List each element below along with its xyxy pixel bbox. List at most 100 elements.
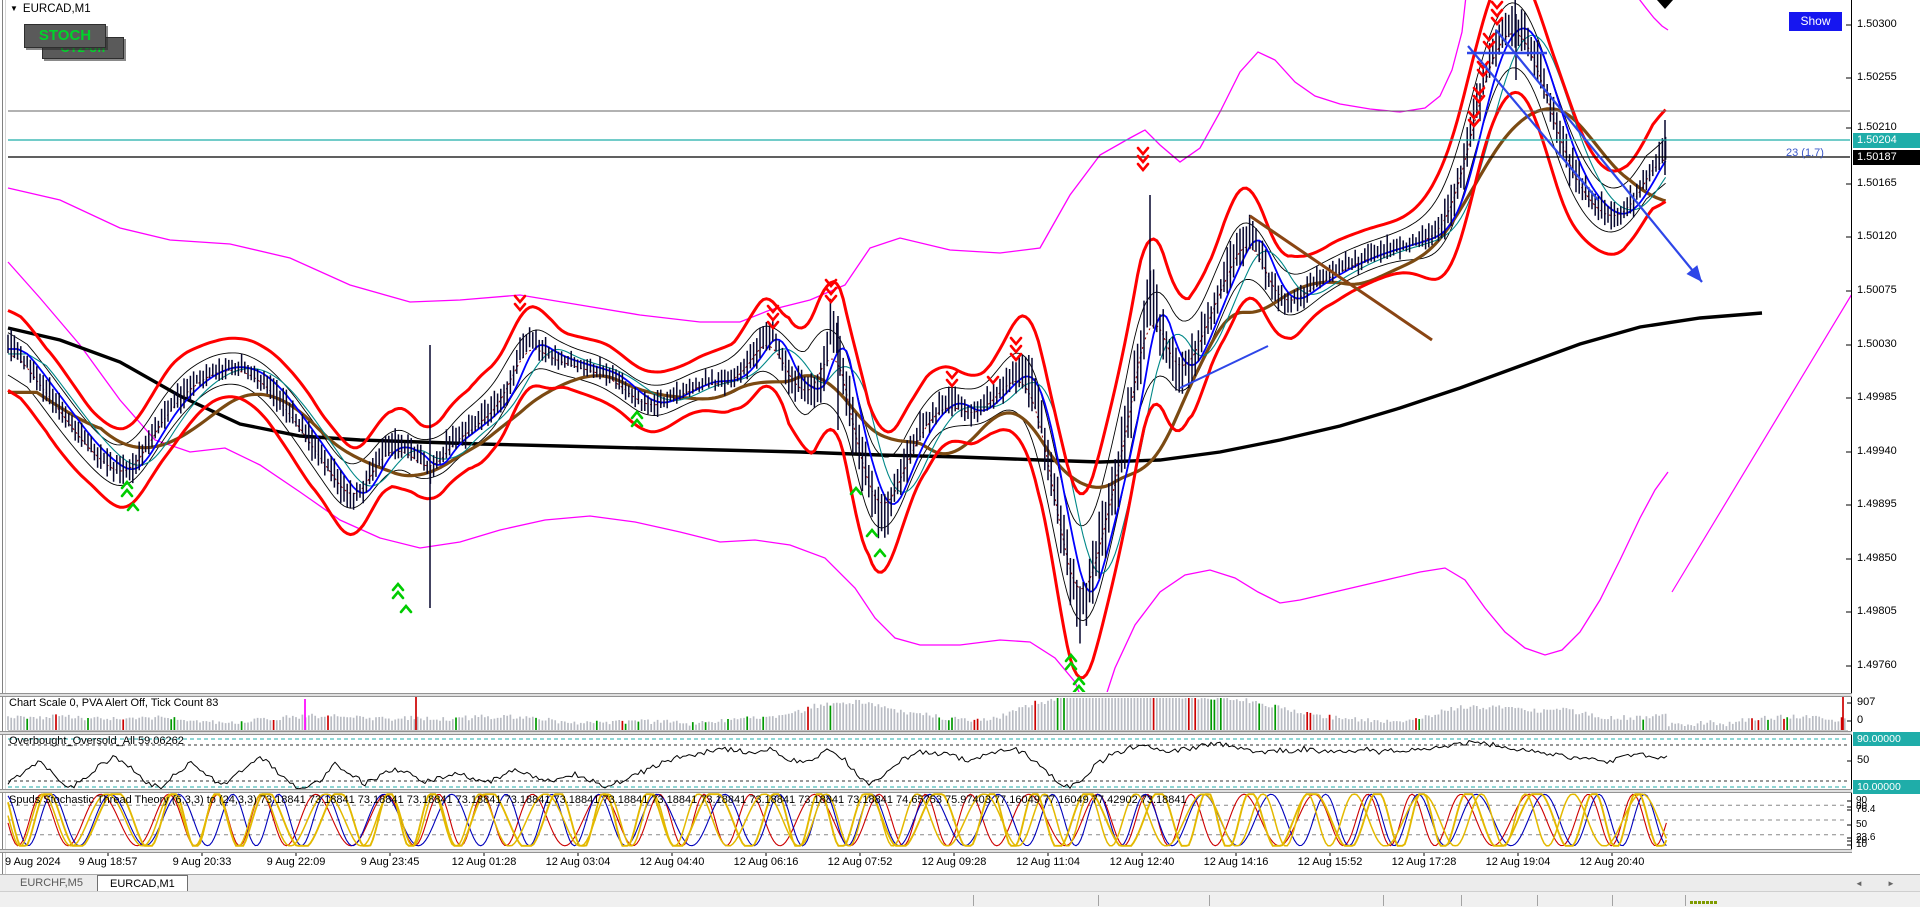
blue-arrowhead-icon	[1686, 265, 1702, 282]
status-bar	[0, 891, 1920, 907]
blue-arrow-trendline[interactable]	[1495, 29, 1703, 283]
up-arrow-signal	[1064, 652, 1078, 671]
price-axis-label: 1.49760	[1857, 659, 1897, 671]
volume-panel-layer	[7, 696, 1848, 731]
stoch-axis-label: 20	[1856, 835, 1868, 846]
candles	[7, 0, 1667, 644]
obos-panel-layer	[7, 738, 1848, 789]
blue-rising-trendline[interactable]	[1179, 345, 1269, 389]
obos-level-box: 10.00000	[1853, 780, 1920, 794]
panel-separator-4[interactable]	[0, 849, 1852, 853]
time-axis-label: 12 Aug 15:52	[1297, 856, 1363, 868]
time-axis-label: 12 Aug 03:04	[545, 856, 611, 868]
down-arrow-signal	[1467, 110, 1481, 129]
down-arrow-signal	[1476, 60, 1490, 79]
down-arrow-signal	[945, 370, 959, 389]
time-axis-label: 12 Aug 06:16	[733, 856, 799, 868]
tab-eurchf-m5[interactable]: EURCHF,M5	[20, 877, 83, 889]
price-axis-label: 1.49805	[1857, 605, 1897, 617]
brown-trendline[interactable]	[1249, 214, 1433, 342]
window-left-border	[2, 0, 3, 907]
price-axis-label: 1.49850	[1857, 552, 1897, 564]
magenta-trendline[interactable]	[1671, 284, 1858, 593]
time-axis-label: 9 Aug 22:09	[266, 856, 326, 868]
up-arrow-signal	[391, 581, 405, 600]
time-axis-label: 12 Aug 09:28	[921, 856, 987, 868]
stoch-axis-label: 10	[1856, 839, 1868, 850]
time-axis-label: 9 Aug 23:45	[360, 856, 420, 868]
trade-annotation: 23 (1.7)	[1786, 147, 1824, 159]
down-arrow-signal	[1009, 336, 1023, 363]
time-axis-label: 12 Aug 19:04	[1485, 856, 1551, 868]
status-grip-dash	[1710, 901, 1713, 904]
status-bar-separator	[1612, 895, 1613, 906]
price-axis-label: 1.50030	[1857, 338, 1897, 350]
tab-eurcad-m1[interactable]: EURCAD,M1	[97, 875, 188, 893]
bid-price-box: 1.50204	[1853, 132, 1920, 148]
status-grip-dash	[1690, 901, 1693, 904]
panel-separator-2[interactable]	[0, 731, 1852, 735]
up-arrow-signal	[849, 485, 863, 496]
price-axis-label: 1.49940	[1857, 445, 1897, 457]
chart-symbol-label: ▼ EURCAD,M1	[10, 3, 91, 15]
stoch-axis-label: 50	[1856, 819, 1868, 830]
up-arrow-signal	[630, 409, 644, 428]
status-bar-separator	[1383, 895, 1384, 906]
status-bar-separator	[973, 895, 974, 906]
time-axis-label: 12 Aug 11:04	[1015, 856, 1081, 868]
status-bar-separator	[1461, 895, 1462, 906]
down-arrow-signal	[513, 294, 527, 313]
up-arrow-signal	[865, 527, 879, 538]
obos-panel-label: Overbought_Oversold_All 59.06262	[9, 735, 184, 747]
status-bar-separator	[1537, 895, 1538, 906]
down-arrow-signal	[1472, 86, 1486, 105]
stoch-panel-layer	[7, 793, 1848, 847]
time-axis-label: 12 Aug 20:40	[1579, 856, 1645, 868]
up-arrow-signal	[1072, 675, 1086, 692]
time-axis-label: 12 Aug 12:40	[1109, 856, 1175, 868]
status-grip-dash	[1706, 901, 1709, 904]
window-left-border-inner	[5, 0, 6, 907]
down-arrow-signal	[986, 375, 1000, 386]
tab-scroll-right-button[interactable]: ►	[1887, 879, 1895, 888]
status-grip-dash	[1698, 901, 1701, 904]
price-axis-label: 1.50210	[1857, 121, 1897, 133]
stoch-toggle-button[interactable]: STOCH	[24, 24, 106, 48]
volume-axis-label: 0	[1857, 714, 1864, 726]
obos-axis-label: 50	[1857, 754, 1870, 766]
time-axis-label: 12 Aug 14:16	[1203, 856, 1269, 868]
price-axis-separator	[1851, 0, 1852, 852]
volume-axis-label: 907	[1857, 696, 1876, 708]
time-axis-label: 9 Aug 20:33	[172, 856, 232, 868]
panel-separator-1[interactable]	[0, 693, 1852, 697]
price-axis-label: 1.49895	[1857, 498, 1897, 510]
down-arrow-signal	[824, 278, 838, 305]
price-axis-label: 1.49985	[1857, 391, 1897, 403]
time-axis-label: 12 Aug 07:52	[827, 856, 893, 868]
up-arrow-signal	[399, 603, 413, 614]
last-price-box: 1.50187	[1853, 149, 1920, 165]
panel-separator-3[interactable]	[0, 789, 1852, 793]
volume-panel-label: Chart Scale 0, PVA Alert Off, Tick Count…	[9, 697, 219, 709]
time-axis-label: 12 Aug 01:28	[451, 856, 517, 868]
price-axis-label: 1.50120	[1857, 230, 1897, 242]
down-arrow-signal	[766, 304, 780, 331]
show-button[interactable]: Show	[1789, 12, 1842, 31]
up-arrow-signal	[873, 547, 887, 558]
status-bar-separator	[1685, 895, 1686, 906]
status-grip-dash	[1714, 901, 1717, 904]
tab-scroll-left-button[interactable]: ◄	[1855, 879, 1863, 888]
time-axis-label: 12 Aug 17:28	[1391, 856, 1457, 868]
price-axis-label: 1.50255	[1857, 71, 1897, 83]
stoch-axis-label: 90	[1856, 795, 1868, 806]
price-axis-label: 1.50165	[1857, 177, 1897, 189]
status-grip-dash	[1694, 901, 1697, 904]
status-grip-dash	[1702, 901, 1705, 904]
time-axis-label: 12 Aug 04:40	[639, 856, 705, 868]
down-triangle-marker-icon	[1657, 0, 1673, 9]
time-axis-label: 9 Aug 2024	[5, 856, 61, 868]
blue-trendline[interactable]	[1467, 45, 1599, 201]
price-axis-label: 1.50075	[1857, 284, 1897, 296]
status-bar-separator	[1098, 895, 1099, 906]
